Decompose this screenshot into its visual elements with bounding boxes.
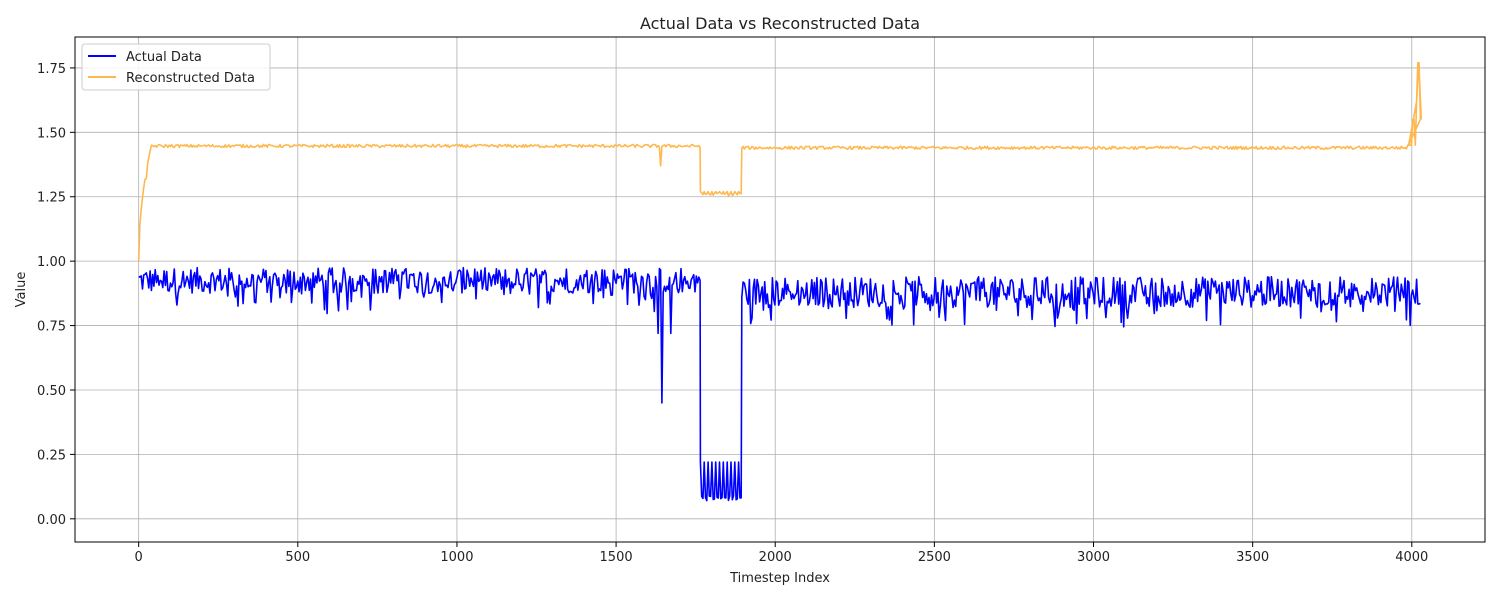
x-axis: 0 500 1000 1500 2000 2500 3000 3500 4000: [135, 542, 1428, 565]
y-tick-label: 0.50: [37, 384, 66, 399]
y-tick-label: 0.00: [37, 513, 66, 528]
x-tick-label: 1000: [440, 550, 473, 565]
x-tick-label: 0: [135, 550, 143, 565]
y-tick-label: 1.75: [37, 62, 66, 77]
series-line-actual-data: [138, 266, 1421, 502]
x-tick-label: 4000: [1395, 550, 1428, 565]
x-tick-label: 2500: [918, 550, 951, 565]
y-tick-label: 1.50: [37, 126, 66, 141]
y-tick-label: 0.25: [37, 448, 66, 463]
series-lines: [137, 62, 1423, 502]
y-tick-label: 1.00: [37, 255, 66, 270]
legend: Actual Data Reconstructed Data: [81, 43, 271, 91]
plot-frame: [74, 36, 1486, 543]
legend-label-actual: Actual Data: [126, 50, 202, 65]
y-tick-label: 0.75: [37, 320, 66, 335]
grid-lines: [75, 37, 1485, 542]
x-axis-title: Timestep Index: [729, 571, 830, 586]
y-tick-label: 1.25: [37, 191, 66, 206]
legend-box: [81, 43, 271, 91]
x-tick-label: 1500: [600, 550, 633, 565]
series-line-reconstructed-data: [137, 62, 1423, 262]
y-axis: 0.00 0.25 0.50 0.75 1.00 1.25 1.50 1.75: [37, 62, 75, 528]
y-axis-title: Value: [14, 272, 29, 308]
x-tick-label: 3500: [1236, 550, 1269, 565]
legend-label-reconstructed: Reconstructed Data: [126, 71, 255, 86]
chart-title: Actual Data vs Reconstructed Data: [640, 14, 920, 33]
x-tick-label: 3000: [1077, 550, 1110, 565]
x-tick-label: 500: [285, 550, 310, 565]
x-tick-label: 2000: [759, 550, 792, 565]
